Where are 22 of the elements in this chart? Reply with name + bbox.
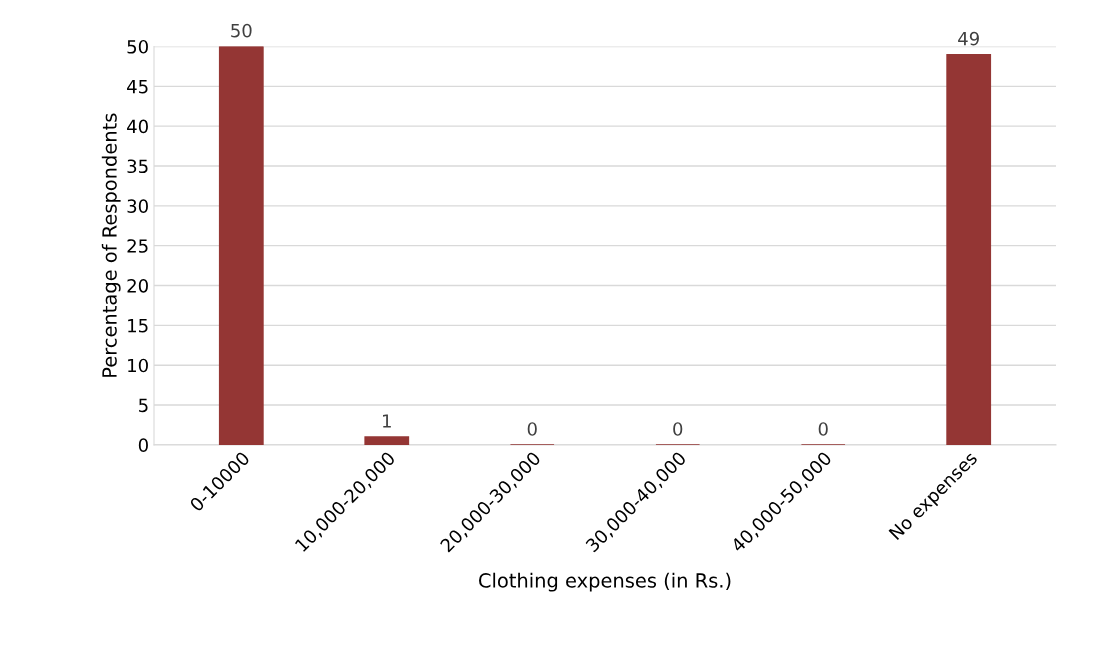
- y-tick-label: 0: [138, 438, 148, 452]
- y-tick-label: 45: [127, 80, 148, 94]
- y-axis-title: Percentage of Respondents: [101, 113, 121, 377]
- y-tick-label: 25: [127, 239, 148, 253]
- data-label: 50: [231, 23, 252, 38]
- data-label: 0: [673, 422, 683, 436]
- y-tick-label: 30: [127, 199, 148, 213]
- y-tick-label: 20: [127, 278, 148, 293]
- x-axis-title: Clothing expenses (in Rs.): [479, 572, 731, 592]
- bar: [364, 436, 410, 445]
- bar: [218, 46, 264, 445]
- data-label: 49: [958, 31, 979, 46]
- bar: [946, 53, 992, 445]
- data-label: 0: [818, 422, 828, 436]
- y-tick-label: 50: [127, 39, 148, 54]
- y-tick-label: 35: [127, 159, 148, 174]
- y-tick-label: 40: [127, 119, 148, 134]
- y-tick-label: 15: [128, 319, 148, 333]
- y-tick-label: 5: [139, 398, 148, 413]
- y-tick-label: 10: [128, 358, 148, 373]
- data-label: 1: [383, 414, 391, 428]
- data-label: 0: [527, 422, 537, 436]
